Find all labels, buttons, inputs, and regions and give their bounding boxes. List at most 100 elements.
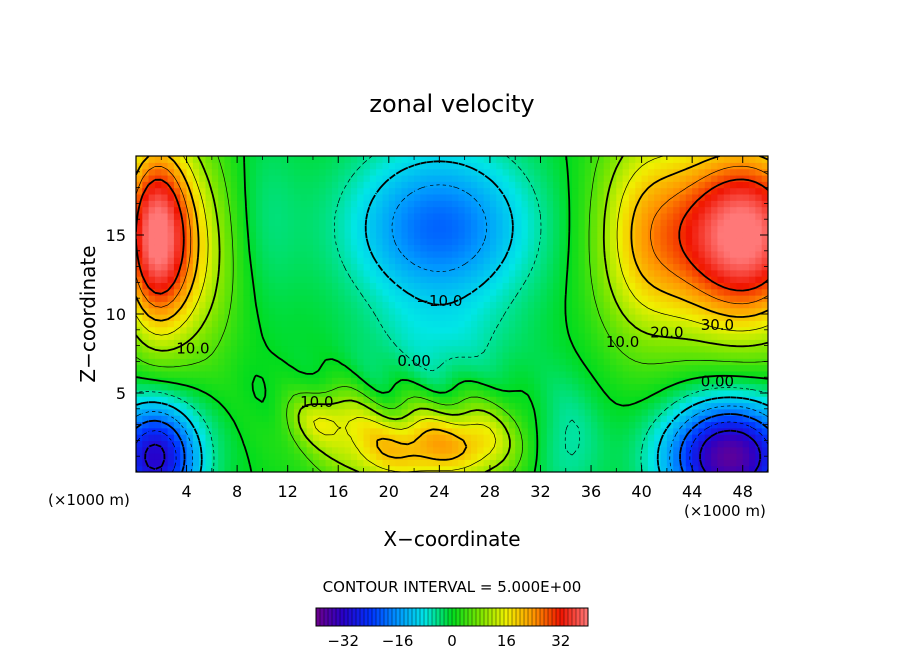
heatmap-cell bbox=[445, 276, 453, 283]
heatmap-cell bbox=[211, 465, 219, 472]
heatmap-cell bbox=[597, 212, 605, 220]
heatmap-cell bbox=[610, 231, 617, 239]
heatmap-cell bbox=[704, 174, 712, 182]
heatmap-cell bbox=[508, 314, 516, 321]
heatmap-cell bbox=[331, 174, 339, 182]
heatmap-cell bbox=[256, 162, 263, 170]
heatmap-cell bbox=[382, 434, 390, 441]
heatmap-cell bbox=[186, 389, 194, 397]
heatmap-cell bbox=[338, 263, 346, 271]
heatmap-cell bbox=[331, 389, 339, 397]
heatmap-cell bbox=[515, 295, 523, 302]
heatmap-cell bbox=[300, 193, 308, 201]
heatmap-cell bbox=[704, 351, 712, 359]
heatmap-cell bbox=[338, 156, 346, 163]
heatmap-cell bbox=[540, 206, 548, 214]
heatmap-cell bbox=[483, 415, 491, 423]
heatmap-cell bbox=[483, 168, 491, 176]
heatmap-cell bbox=[641, 162, 649, 170]
heatmap-cell bbox=[281, 193, 289, 201]
heatmap-cell bbox=[376, 339, 384, 347]
heatmap-cell bbox=[344, 193, 352, 201]
heatmap-cell bbox=[515, 314, 523, 321]
heatmap-cell bbox=[711, 174, 719, 182]
heatmap-cell bbox=[553, 427, 561, 435]
heatmap-cell bbox=[338, 244, 346, 252]
heatmap-cell bbox=[483, 307, 491, 315]
heatmap-cell bbox=[161, 383, 169, 391]
heatmap-cell bbox=[628, 345, 636, 353]
heatmap-cell bbox=[559, 282, 567, 290]
heatmap-cell bbox=[312, 219, 320, 227]
heatmap-cell bbox=[136, 434, 143, 441]
heatmap-cell bbox=[192, 453, 200, 460]
heatmap-cell bbox=[692, 200, 700, 208]
heatmap-cell bbox=[584, 282, 592, 290]
heatmap-cell bbox=[742, 231, 750, 239]
heatmap-cell bbox=[755, 396, 763, 404]
heatmap-cell bbox=[730, 320, 737, 328]
heatmap-cell bbox=[610, 212, 617, 220]
heatmap-cell bbox=[376, 244, 384, 252]
heatmap-cell bbox=[433, 219, 440, 227]
heatmap-cell bbox=[565, 276, 573, 283]
heatmap-cell bbox=[218, 187, 226, 195]
heatmap-cell bbox=[426, 370, 434, 378]
heatmap-cell bbox=[224, 383, 232, 391]
heatmap-cell bbox=[262, 219, 270, 227]
heatmap-cell bbox=[218, 162, 226, 170]
heatmap-cell bbox=[622, 307, 630, 315]
heatmap-cell bbox=[300, 459, 308, 467]
heatmap-cell bbox=[325, 427, 333, 435]
heatmap-cell bbox=[515, 206, 523, 214]
heatmap-cell bbox=[610, 332, 617, 340]
heatmap-cell bbox=[414, 181, 421, 189]
heatmap-cell bbox=[319, 282, 327, 290]
heatmap-cell bbox=[167, 383, 175, 391]
heatmap-cell bbox=[458, 440, 466, 448]
heatmap-cell bbox=[186, 434, 194, 441]
heatmap-cell bbox=[654, 250, 662, 258]
heatmap-cell bbox=[281, 200, 289, 208]
heatmap-cell bbox=[331, 282, 339, 290]
heatmap-cell bbox=[344, 326, 352, 334]
heatmap-cell bbox=[685, 187, 693, 195]
heatmap-cell bbox=[388, 282, 396, 290]
heatmap-cell bbox=[218, 396, 226, 404]
heatmap-cell bbox=[603, 389, 611, 397]
heatmap-cell bbox=[761, 187, 768, 195]
heatmap-cell bbox=[477, 250, 485, 258]
heatmap-cell bbox=[508, 238, 516, 246]
heatmap-cell bbox=[395, 326, 403, 334]
heatmap-cell bbox=[464, 238, 472, 246]
heatmap-cell bbox=[161, 162, 169, 170]
heatmap-cell bbox=[218, 339, 226, 347]
heatmap-cell bbox=[578, 434, 586, 441]
heatmap-cell bbox=[350, 396, 358, 404]
heatmap-cell bbox=[300, 377, 308, 385]
heatmap-cell bbox=[628, 206, 636, 214]
heatmap-cell bbox=[635, 383, 643, 391]
heatmap-cell bbox=[407, 345, 415, 353]
heatmap-cell bbox=[654, 238, 662, 246]
heatmap-cell bbox=[508, 465, 516, 472]
heatmap-cell bbox=[445, 377, 453, 385]
heatmap-cell bbox=[698, 345, 706, 353]
heatmap-cell bbox=[224, 282, 232, 290]
heatmap-cell bbox=[344, 181, 352, 189]
heatmap-cell bbox=[167, 440, 175, 448]
heatmap-cell bbox=[319, 421, 327, 429]
heatmap-cell bbox=[553, 193, 561, 201]
heatmap-cell bbox=[382, 453, 390, 460]
heatmap-cell bbox=[142, 206, 150, 214]
heatmap-cell bbox=[666, 415, 674, 423]
heatmap-cell bbox=[344, 339, 352, 347]
heatmap-cell bbox=[281, 250, 289, 258]
heatmap-cell bbox=[749, 238, 756, 246]
heatmap-cell bbox=[237, 206, 245, 214]
heatmap-cell bbox=[306, 396, 314, 404]
heatmap-cell bbox=[496, 427, 504, 435]
heatmap-cell bbox=[395, 187, 403, 195]
heatmap-cell bbox=[527, 238, 535, 246]
heatmap-cell bbox=[148, 162, 156, 170]
